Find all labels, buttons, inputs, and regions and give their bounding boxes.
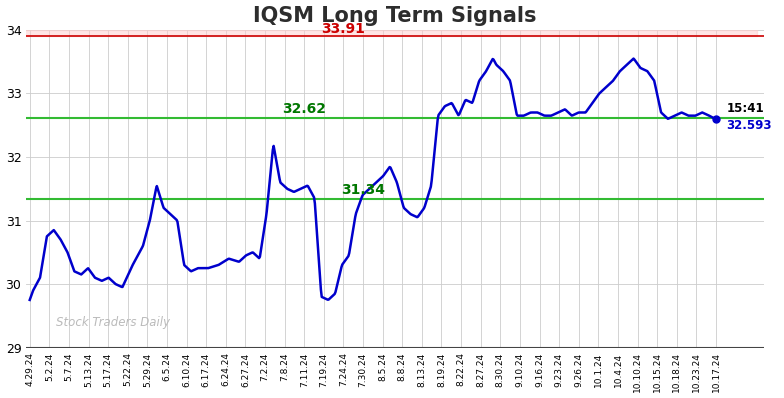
Text: 33.91: 33.91 xyxy=(321,22,365,36)
Text: 15:41: 15:41 xyxy=(726,101,764,115)
Text: 32.62: 32.62 xyxy=(282,102,326,116)
Text: Stock Traders Daily: Stock Traders Daily xyxy=(56,316,170,328)
Title: IQSM Long Term Signals: IQSM Long Term Signals xyxy=(253,6,537,25)
Text: 32.593: 32.593 xyxy=(726,119,771,132)
Text: 31.34: 31.34 xyxy=(341,183,385,197)
